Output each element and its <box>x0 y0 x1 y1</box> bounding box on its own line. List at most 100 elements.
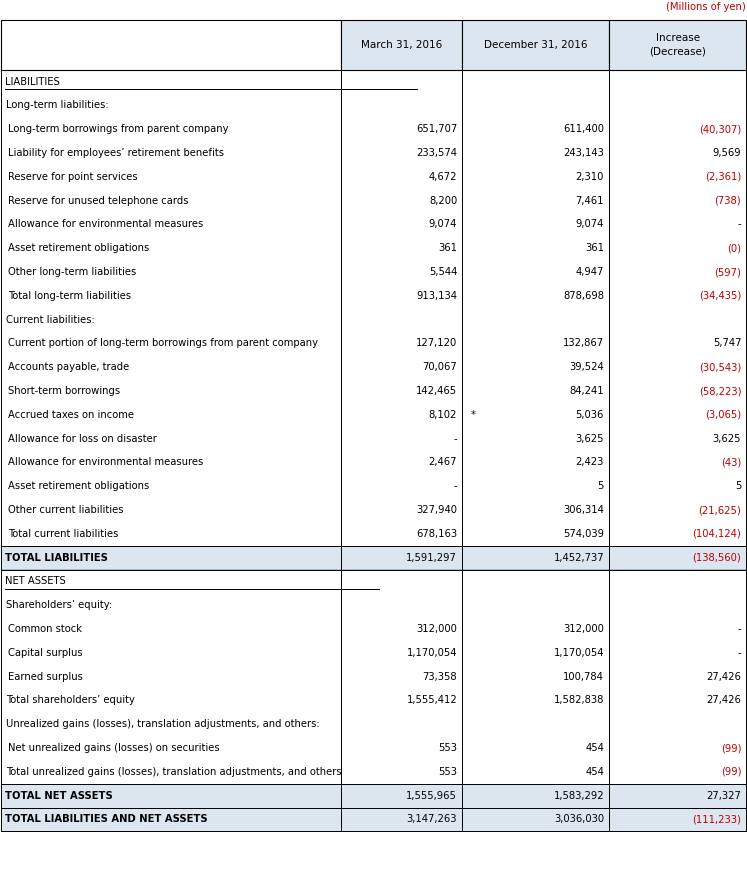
Bar <box>462 808 609 832</box>
Bar <box>341 189 462 213</box>
Bar <box>341 665 462 689</box>
Text: 312,000: 312,000 <box>416 624 457 634</box>
Text: 243,143: 243,143 <box>563 148 604 158</box>
Bar <box>462 284 609 308</box>
Bar <box>341 141 462 165</box>
Text: 73,358: 73,358 <box>423 672 457 682</box>
Text: (2,361): (2,361) <box>705 172 741 182</box>
Bar <box>609 665 746 689</box>
Bar <box>609 689 746 713</box>
Bar <box>341 19 462 70</box>
Text: *: * <box>470 410 475 420</box>
Text: 7,461: 7,461 <box>575 196 604 206</box>
Text: (99): (99) <box>721 744 741 753</box>
Text: Total long-term liabilities: Total long-term liabilities <box>8 291 131 301</box>
Bar <box>341 355 462 379</box>
Bar <box>1 427 341 451</box>
Text: Earned surplus: Earned surplus <box>8 672 83 682</box>
Bar <box>1 451 341 475</box>
Text: -: - <box>453 434 457 444</box>
Text: 2,423: 2,423 <box>576 458 604 467</box>
Bar <box>462 713 609 736</box>
Bar <box>341 213 462 236</box>
Bar <box>341 451 462 475</box>
Bar <box>462 70 609 93</box>
Bar <box>341 475 462 498</box>
Bar <box>462 689 609 713</box>
Bar <box>609 451 746 475</box>
Bar <box>1 308 341 332</box>
Bar <box>462 93 609 117</box>
Text: TOTAL LIABILITIES AND NET ASSETS: TOTAL LIABILITIES AND NET ASSETS <box>4 814 208 825</box>
Text: 9,074: 9,074 <box>429 220 457 229</box>
Bar <box>462 117 609 141</box>
Bar <box>609 760 746 784</box>
Bar <box>462 451 609 475</box>
Text: (738): (738) <box>715 196 741 206</box>
Bar <box>1 594 341 617</box>
Bar <box>341 379 462 403</box>
Text: Accrued taxes on income: Accrued taxes on income <box>8 410 134 420</box>
Bar <box>1 19 341 70</box>
Bar <box>341 308 462 332</box>
Text: Net unrealized gains (losses) on securities: Net unrealized gains (losses) on securit… <box>8 744 220 753</box>
Text: (0): (0) <box>727 243 741 253</box>
Text: Asset retirement obligations: Asset retirement obligations <box>8 482 149 491</box>
Text: -: - <box>737 624 741 634</box>
Bar <box>341 70 462 93</box>
Bar <box>1 355 341 379</box>
Text: (21,625): (21,625) <box>698 505 741 515</box>
Bar <box>1 760 341 784</box>
Bar <box>341 570 462 594</box>
Bar <box>1 784 341 808</box>
Bar <box>341 617 462 641</box>
Text: 1,555,965: 1,555,965 <box>406 790 457 801</box>
Text: 5,544: 5,544 <box>429 267 457 277</box>
Bar <box>341 403 462 427</box>
Bar <box>462 332 609 355</box>
Bar <box>609 260 746 284</box>
Text: 574,039: 574,039 <box>563 529 604 539</box>
Text: (138,560): (138,560) <box>692 553 741 563</box>
Bar <box>609 546 746 570</box>
Bar <box>1 379 341 403</box>
Text: 553: 553 <box>438 767 457 777</box>
Text: Long-term borrowings from parent company: Long-term borrowings from parent company <box>8 124 229 134</box>
Bar <box>462 498 609 522</box>
Text: March 31, 2016: March 31, 2016 <box>361 40 442 49</box>
Text: 3,036,030: 3,036,030 <box>554 814 604 825</box>
Text: (58,223): (58,223) <box>698 386 741 396</box>
Bar <box>341 713 462 736</box>
Bar <box>462 308 609 332</box>
Text: 4,947: 4,947 <box>576 267 604 277</box>
Bar <box>609 713 746 736</box>
Bar <box>341 427 462 451</box>
Bar <box>462 19 609 70</box>
Text: 1,555,412: 1,555,412 <box>406 696 457 706</box>
Text: 5,747: 5,747 <box>713 339 741 348</box>
Text: 5: 5 <box>598 482 604 491</box>
Text: 9,569: 9,569 <box>713 148 741 158</box>
Bar <box>1 570 341 594</box>
Bar <box>609 379 746 403</box>
Bar <box>1 141 341 165</box>
Text: -: - <box>453 482 457 491</box>
Text: (34,435): (34,435) <box>699 291 741 301</box>
Bar <box>341 641 462 665</box>
Text: Short-term borrowings: Short-term borrowings <box>8 386 120 396</box>
Text: (30,543): (30,543) <box>699 363 741 372</box>
Bar <box>1 689 341 713</box>
Text: 1,583,292: 1,583,292 <box>554 790 604 801</box>
Bar <box>609 736 746 760</box>
Text: Total current liabilities: Total current liabilities <box>8 529 118 539</box>
Bar <box>462 736 609 760</box>
Text: TOTAL LIABILITIES: TOTAL LIABILITIES <box>4 553 108 563</box>
Bar <box>1 213 341 236</box>
Bar <box>609 617 746 641</box>
Text: Capital surplus: Capital surplus <box>8 648 83 658</box>
Text: (40,307): (40,307) <box>699 124 741 134</box>
Text: Increase
(Decrease): Increase (Decrease) <box>649 34 706 56</box>
Bar <box>462 189 609 213</box>
Bar <box>609 236 746 260</box>
Text: 2,310: 2,310 <box>576 172 604 182</box>
